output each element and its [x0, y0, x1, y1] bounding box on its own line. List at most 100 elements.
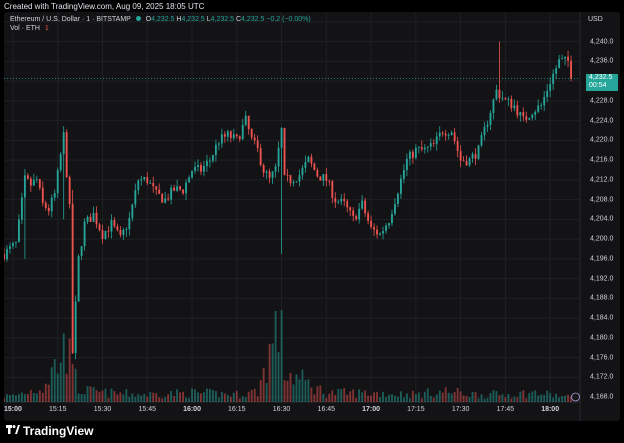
volume-bar — [313, 394, 316, 402]
candle-body — [161, 193, 164, 203]
volume-bar — [101, 390, 104, 402]
volume-bar — [546, 390, 549, 402]
candle-body — [182, 189, 184, 194]
candle-body — [173, 187, 176, 191]
candle-body — [471, 153, 474, 159]
tradingview-logo-icon — [6, 425, 20, 437]
volume-bar — [173, 396, 176, 402]
time-tick-label: 15:15 — [48, 406, 67, 413]
candle-body — [206, 160, 208, 166]
volume-bar — [59, 362, 62, 402]
volume-legend[interactable]: Vol · ETH 1 — [10, 25, 49, 32]
volume-bar — [322, 393, 325, 402]
close-value: 4,232.5 — [241, 16, 265, 23]
candle-body — [298, 175, 301, 182]
candle-body — [564, 56, 567, 59]
volume-bar — [149, 391, 152, 402]
candle-body — [438, 132, 441, 137]
volume-bar — [131, 393, 134, 402]
low-label: L — [206, 16, 211, 23]
volume-bar — [256, 396, 259, 402]
volume-bar — [9, 395, 11, 402]
candle-body — [280, 128, 283, 148]
volume-bar — [38, 390, 41, 402]
candle-body — [74, 301, 77, 354]
volume-bar — [391, 394, 393, 402]
candle-body — [289, 175, 292, 184]
time-tick-label: 15:30 — [93, 406, 112, 413]
chart-canvas[interactable] — [4, 12, 620, 421]
volume-bar — [346, 394, 349, 402]
candle-body — [277, 147, 280, 167]
volume-bar — [122, 394, 125, 402]
candle-body — [6, 248, 8, 260]
candle-body — [268, 171, 271, 178]
candle-body — [477, 145, 480, 159]
volume-bar — [370, 395, 373, 402]
volume-bar — [152, 392, 155, 402]
chart-panel[interactable]: Ethereum / U.S. Dollar · 1 · BITSTAMP O4… — [4, 12, 620, 421]
price-tick-label: 4,192.0 — [590, 275, 614, 283]
volume-bar — [77, 393, 80, 402]
candle-body — [558, 59, 561, 69]
volume-bar — [340, 389, 343, 402]
candle-body — [292, 182, 295, 184]
candle-body — [561, 58, 564, 60]
candle-body — [510, 98, 513, 109]
volume-bar — [435, 394, 438, 402]
candle-body — [411, 151, 414, 158]
volume-bar — [298, 379, 301, 402]
candle-body — [295, 181, 298, 183]
price-tick-label: 4,196.0 — [590, 255, 614, 263]
candle-body — [316, 170, 319, 177]
volume-bar — [137, 393, 140, 402]
volume-bar — [414, 394, 417, 402]
volume-bar — [15, 395, 17, 402]
volume-bar — [519, 391, 522, 402]
candle-body — [349, 207, 352, 211]
volume-bar — [44, 383, 47, 402]
volume-bar — [319, 385, 322, 402]
time-tick-label: 17:30 — [451, 406, 470, 413]
candle-body — [414, 147, 417, 158]
currency-label[interactable]: USD — [588, 16, 603, 23]
volume-bar — [537, 395, 540, 402]
candle-body — [540, 105, 543, 107]
volume-bar — [241, 396, 244, 402]
brand-name: TradingView — [23, 424, 94, 438]
volume-bar — [528, 393, 531, 402]
price-tick-label: 4,228.0 — [590, 97, 614, 105]
volume-bar — [301, 369, 304, 402]
candle-body — [444, 133, 447, 136]
candle-body — [209, 160, 211, 162]
candle-body — [301, 167, 304, 176]
volume-bar — [262, 367, 265, 402]
volume-bar — [498, 395, 501, 402]
volume-bar — [6, 394, 8, 402]
volume-bar — [465, 396, 468, 402]
volume-bar — [534, 390, 537, 402]
candle-body — [385, 225, 387, 232]
candle-body — [29, 178, 32, 186]
price-tick-label: 4,168.0 — [590, 393, 614, 401]
candle-body — [388, 223, 390, 226]
volume-bar — [402, 397, 405, 402]
candle-body — [86, 216, 89, 222]
volume-bar — [420, 398, 423, 402]
volume-bar — [561, 396, 564, 402]
symbol-legend[interactable]: Ethereum / U.S. Dollar · 1 · BITSTAMP O4… — [10, 16, 311, 23]
volume-bar — [492, 390, 495, 402]
candle-body — [400, 178, 402, 194]
time-tick-label: 15:00 — [4, 406, 22, 413]
candle-body — [370, 220, 373, 228]
volume-bar — [265, 383, 268, 402]
symbol-title[interactable]: Ethereum / U.S. Dollar · 1 · BITSTAMP — [10, 16, 131, 23]
candle-body — [543, 97, 546, 106]
candle-body — [226, 131, 229, 137]
candle-body — [480, 135, 483, 146]
price-tick-label: 4,180.0 — [590, 334, 614, 342]
volume-bar — [4, 397, 5, 402]
volume-bar — [110, 388, 113, 402]
volume-bar — [182, 391, 184, 402]
